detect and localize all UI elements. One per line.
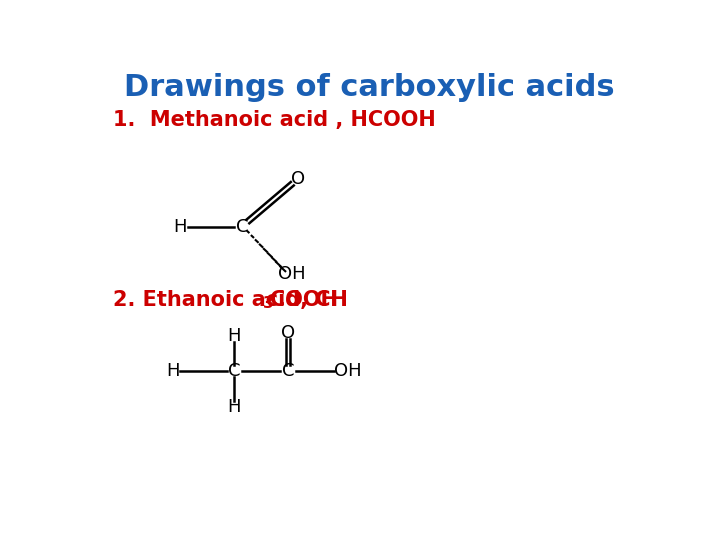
Text: OH: OH	[278, 265, 306, 284]
Text: H: H	[174, 218, 187, 235]
Text: 2. Ethanoic acid, CH: 2. Ethanoic acid, CH	[113, 289, 348, 309]
Text: H: H	[228, 327, 241, 345]
Text: C: C	[235, 218, 248, 235]
Text: O: O	[281, 324, 295, 342]
Text: H: H	[166, 362, 179, 380]
Text: C: C	[282, 362, 294, 380]
Text: 3: 3	[263, 296, 274, 311]
Text: O: O	[291, 170, 305, 188]
Text: H: H	[228, 399, 241, 416]
Text: COOH: COOH	[271, 289, 338, 309]
Text: 1.  Methanoic acid , HCOOH: 1. Methanoic acid , HCOOH	[113, 110, 436, 130]
Text: Drawings of carboxylic acids: Drawings of carboxylic acids	[124, 73, 614, 103]
Text: C: C	[228, 362, 240, 380]
Text: OH: OH	[334, 362, 362, 380]
